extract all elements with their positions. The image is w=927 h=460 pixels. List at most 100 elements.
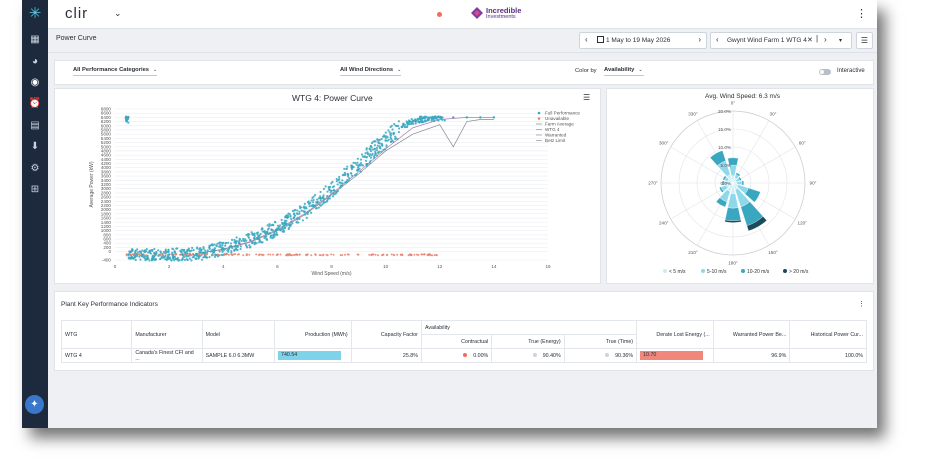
data-point xyxy=(384,136,388,140)
data-point xyxy=(154,253,157,256)
data-point xyxy=(169,257,172,260)
assistant-icon[interactable]: ✦ xyxy=(25,395,44,414)
chevron-left-icon[interactable]: ‹ xyxy=(585,35,588,44)
direction-select[interactable]: All Wind Directions ⌄ xyxy=(340,67,402,76)
filter-icon[interactable]: ☰ xyxy=(856,32,873,49)
data-point xyxy=(229,242,233,245)
interactive-label: Interactive xyxy=(837,68,865,74)
chevron-right-icon[interactable]: › xyxy=(824,35,827,44)
settings-icon[interactable]: ⚙ xyxy=(30,163,40,174)
angle-label: 0° xyxy=(731,101,736,106)
data-point xyxy=(410,122,413,126)
chevron-right-icon[interactable]: › xyxy=(698,35,701,44)
col-header-true-energy[interactable]: True (Energy) xyxy=(491,334,565,349)
data-point xyxy=(278,224,282,227)
cell-historical: 100.0% xyxy=(789,348,867,363)
col-header-capacity-factor[interactable]: Capacity Factor xyxy=(350,320,422,349)
unavailable-point xyxy=(396,253,399,256)
y-tick-label: 3600 xyxy=(101,174,112,179)
data-point xyxy=(227,249,230,252)
unavailable-point xyxy=(377,254,380,257)
data-point xyxy=(316,198,319,201)
robot-icon[interactable]: ⊞ xyxy=(30,184,40,195)
data-point xyxy=(261,241,264,244)
data-point xyxy=(195,257,198,260)
wind-rose-panel: Avg. Wind Speed: 6.3 m/s 0.0% 5.0% 10.0% 15… xyxy=(606,88,874,284)
cell-true-time: 90.36% xyxy=(563,348,638,363)
data-point xyxy=(479,116,482,119)
data-point xyxy=(261,227,264,231)
rose-bar xyxy=(738,176,742,181)
chevron-down-icon[interactable]: ⌄ xyxy=(114,8,122,18)
col-header-true-time[interactable]: True (Time) xyxy=(563,334,638,349)
data-point xyxy=(385,145,388,149)
unavailable-point xyxy=(144,254,147,257)
report-icon[interactable]: ▤ xyxy=(30,120,40,131)
chart-menu-icon[interactable]: ☰ xyxy=(583,93,591,102)
status-dot-red xyxy=(463,353,468,358)
chevron-left-icon[interactable]: ‹ xyxy=(716,35,719,44)
data-point xyxy=(296,212,299,216)
data-point xyxy=(330,189,333,192)
data-point xyxy=(287,223,291,226)
asset-selector[interactable]: ‹ Gwynt Wind Farm 1 WTG 4 ✕ | › ▾ xyxy=(710,32,852,49)
table-row[interactable]: WTG 4 Canada's Finest CFI and ... SAMPLE… xyxy=(60,348,867,363)
y-tick-label: 4600 xyxy=(101,153,112,158)
data-point xyxy=(148,259,151,262)
data-point xyxy=(208,255,211,259)
unavailable-point xyxy=(374,253,377,256)
kpi-table: WTG Manufacturer Model Production (MWh) … xyxy=(60,320,867,363)
data-point xyxy=(238,237,241,240)
col-header-derate[interactable]: Derate Lost Energy (... xyxy=(636,320,714,349)
unavailable-point xyxy=(385,254,388,257)
interactive-toggle[interactable] xyxy=(819,69,831,75)
more-options-icon[interactable]: ⋮ xyxy=(856,8,867,20)
clear-icon[interactable]: ✕ xyxy=(807,37,813,44)
col-header-warranted[interactable]: Warranted Power Be... xyxy=(712,320,791,349)
dropdown-caret-icon[interactable]: ▾ xyxy=(839,38,843,44)
unavailable-point xyxy=(204,253,207,256)
date-range-picker[interactable]: ‹ 1 May to 19 May 2026 › xyxy=(579,32,707,49)
data-point xyxy=(345,167,348,171)
cell-model: SAMPLE 6.0 6.3MW xyxy=(201,348,276,363)
data-point xyxy=(136,251,139,254)
data-point xyxy=(130,257,133,260)
data-point xyxy=(223,247,227,251)
pie-chart-icon[interactable]: ◕ xyxy=(31,56,39,67)
category-select[interactable]: All Performance Categories ⌄ xyxy=(73,67,158,76)
data-point xyxy=(238,239,241,243)
dashboard-icon[interactable]: ▦ xyxy=(30,34,40,45)
col-header-model[interactable]: Model xyxy=(201,320,276,349)
data-point xyxy=(176,256,179,260)
data-point xyxy=(348,177,351,180)
data-point xyxy=(157,249,160,252)
unavailable-point xyxy=(222,253,225,256)
color-by-select[interactable]: Availability ⌄ xyxy=(604,67,644,76)
unavailable-point xyxy=(186,253,189,256)
more-options-icon[interactable]: ⋮ xyxy=(858,301,865,308)
data-point xyxy=(412,122,415,126)
page-title: Power Curve xyxy=(56,35,97,42)
data-point xyxy=(291,209,294,213)
data-point xyxy=(218,245,221,248)
data-point xyxy=(369,150,373,153)
data-point xyxy=(263,229,266,233)
logo-icon[interactable]: ✳ xyxy=(28,5,42,22)
alarm-icon[interactable]: ⏰ xyxy=(28,98,42,109)
rose-bar xyxy=(727,193,739,209)
data-point xyxy=(230,251,233,254)
download-icon[interactable]: ⬇ xyxy=(30,141,40,152)
legend-label: 10-20 m/s xyxy=(747,269,770,275)
col-header-contractual[interactable]: Contractual xyxy=(420,334,493,349)
eye-icon[interactable]: ◉ xyxy=(30,77,40,88)
data-point xyxy=(292,216,295,220)
col-header-production[interactable]: Production (MWh) xyxy=(274,320,352,349)
data-point xyxy=(284,214,288,218)
data-point xyxy=(263,236,266,240)
col-header-manufacturer[interactable]: Manufacturer xyxy=(131,320,203,349)
data-point xyxy=(164,252,167,255)
data-point xyxy=(365,147,368,150)
col-header-historical[interactable]: Historical Power Cur... xyxy=(789,320,867,349)
col-header-wtg[interactable]: WTG xyxy=(60,320,133,349)
y-tick-label: 1800 xyxy=(101,211,112,216)
